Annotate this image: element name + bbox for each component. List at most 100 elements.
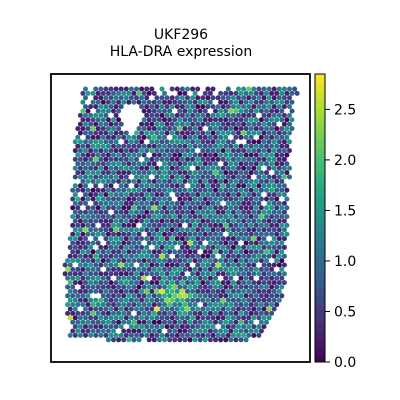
spot [83, 174, 88, 180]
spot [111, 143, 116, 149]
spot [287, 130, 292, 136]
spot [90, 249, 96, 255]
spot [108, 183, 114, 189]
spot [121, 302, 127, 308]
spot [80, 117, 86, 123]
spot [243, 143, 249, 149]
spot [281, 121, 287, 127]
spot [236, 200, 241, 206]
spot [80, 275, 86, 281]
spot [253, 143, 259, 149]
spot [266, 156, 272, 162]
spot [139, 324, 145, 330]
spot [258, 214, 264, 220]
spot [197, 143, 203, 149]
spot [111, 284, 116, 290]
spot [105, 214, 111, 220]
spot [141, 214, 147, 220]
spot [200, 209, 206, 215]
spot [215, 174, 221, 180]
spot [174, 183, 180, 189]
spot [98, 104, 104, 110]
spot [261, 95, 267, 101]
spot [197, 328, 203, 334]
spot [261, 174, 267, 180]
spot [205, 104, 211, 110]
spot [139, 192, 145, 198]
spot [121, 258, 127, 264]
spot [154, 139, 160, 145]
spot [218, 152, 224, 158]
spot [236, 209, 241, 215]
spot [136, 126, 142, 132]
spot [185, 130, 190, 136]
spot [108, 165, 114, 171]
spot [164, 192, 170, 198]
spot [269, 143, 275, 149]
spot [179, 95, 185, 101]
spot [264, 187, 269, 193]
spot [261, 244, 267, 250]
spot [108, 262, 114, 268]
spot [261, 121, 267, 127]
spot [195, 174, 201, 180]
spot [215, 280, 221, 286]
spot [98, 280, 104, 286]
spot [238, 178, 244, 184]
spot [251, 183, 257, 189]
spot [80, 231, 86, 237]
spot [136, 196, 142, 202]
spot [251, 209, 257, 215]
spot [85, 310, 91, 316]
spot [123, 271, 129, 277]
spot [126, 328, 132, 334]
spot [162, 205, 167, 211]
spot [118, 156, 124, 162]
spot [126, 187, 132, 193]
spot [111, 187, 116, 193]
spot [261, 315, 267, 321]
spot [179, 200, 185, 206]
spot [116, 284, 122, 290]
spot [149, 209, 155, 215]
spot [177, 302, 183, 308]
spot [80, 143, 86, 149]
spot [274, 117, 280, 123]
spot [159, 297, 165, 303]
spot [156, 337, 162, 343]
spot [210, 280, 216, 286]
spot [230, 139, 236, 145]
spot [281, 95, 287, 101]
spot [139, 244, 145, 250]
spot [236, 236, 241, 242]
spot [169, 112, 175, 118]
spot [128, 236, 134, 242]
spot [128, 192, 134, 198]
spot [266, 280, 272, 286]
spot [72, 288, 78, 294]
spot [139, 130, 145, 136]
spot [207, 214, 213, 220]
spot [205, 130, 211, 136]
spot [187, 134, 193, 140]
spot [230, 209, 236, 215]
spot [223, 117, 229, 123]
spot [230, 288, 236, 294]
spot [77, 271, 83, 277]
spot [190, 156, 196, 162]
spot [281, 165, 287, 171]
spot [276, 86, 282, 92]
spot [83, 227, 88, 233]
spot [72, 306, 78, 312]
spot [248, 310, 254, 316]
spot [113, 121, 119, 127]
spot [248, 222, 254, 228]
spot [95, 170, 101, 176]
spot [197, 275, 203, 281]
spot [128, 306, 134, 312]
spot [213, 196, 218, 202]
colorbar-tick-label: 0.0 [334, 355, 356, 371]
spot [192, 126, 198, 132]
spot [185, 280, 190, 286]
spot [128, 262, 134, 268]
